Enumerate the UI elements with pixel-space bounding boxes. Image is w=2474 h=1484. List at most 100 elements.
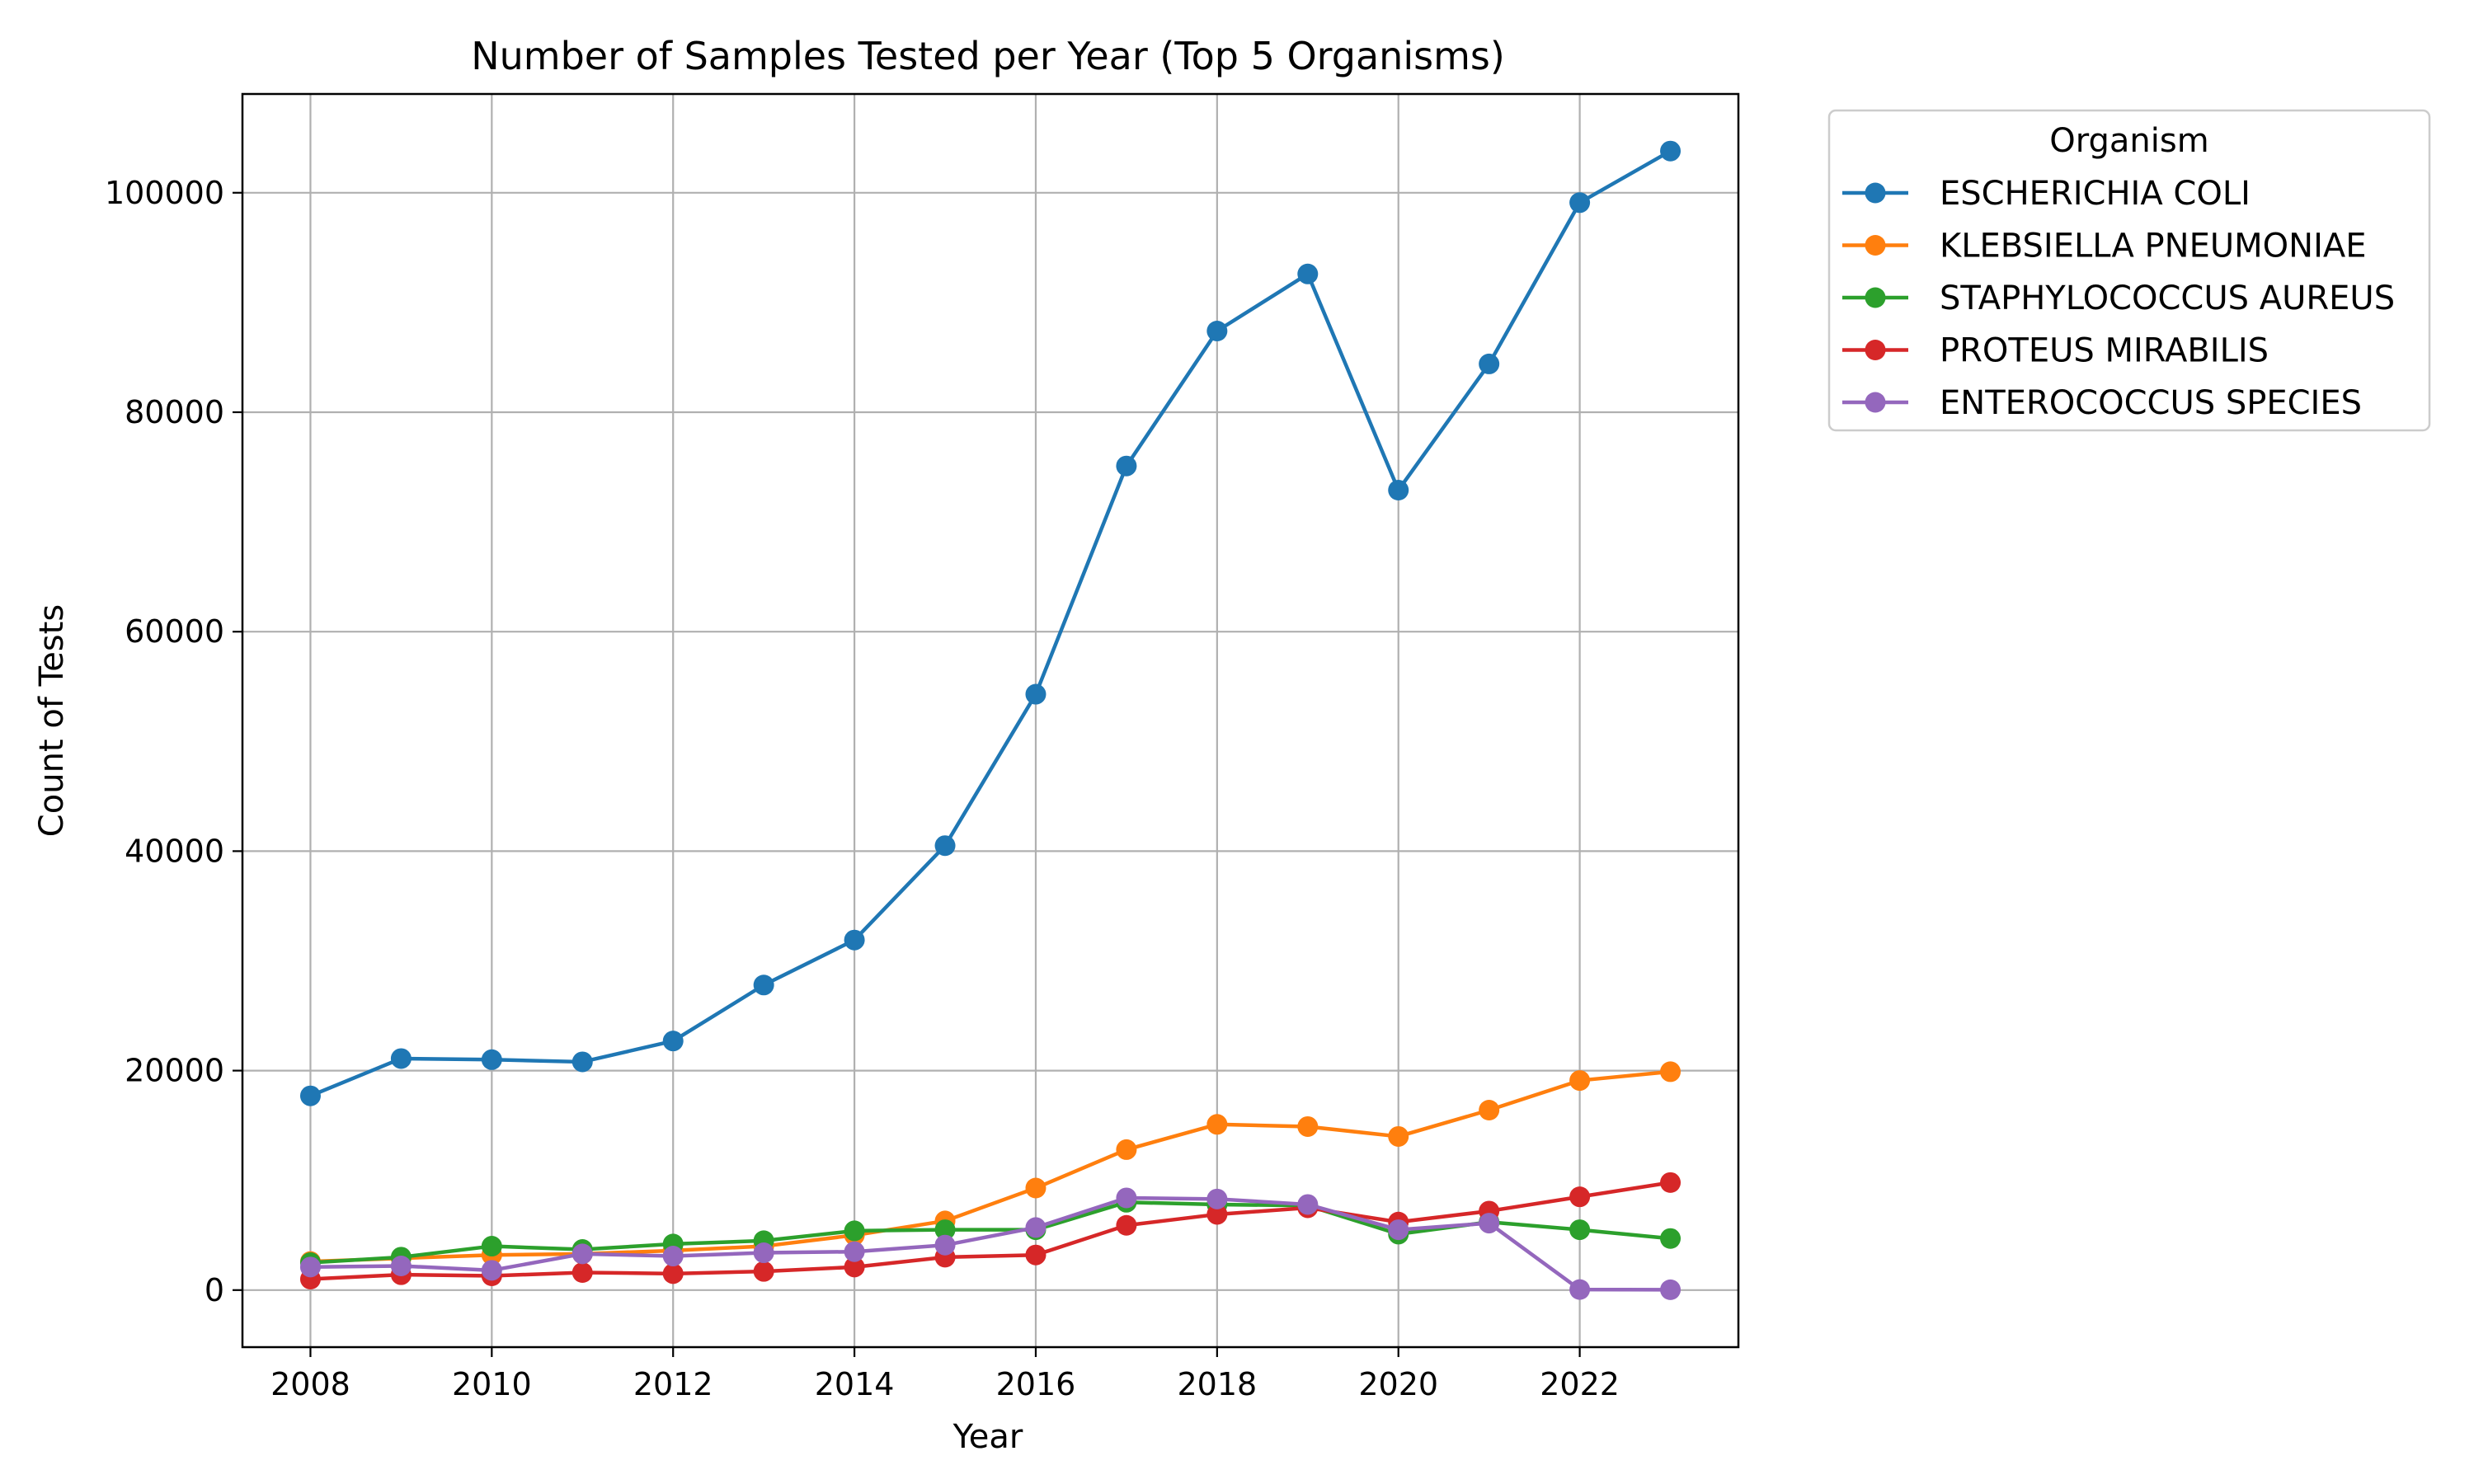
data-point[interactable] [934,1219,956,1241]
data-point[interactable] [1388,1125,1409,1147]
data-point[interactable] [1479,353,1500,374]
data-point[interactable] [481,1260,502,1281]
series-layer [299,140,1681,1300]
data-point[interactable] [1297,263,1319,284]
y-axis-title: Count of Tests [33,604,71,837]
data-point[interactable] [662,1246,684,1267]
x-tick-label: 2014 [815,1366,895,1402]
data-point[interactable] [1660,1061,1681,1082]
data-point[interactable] [753,1261,774,1282]
y-tick-label: 0 [205,1272,224,1308]
legend-title: Organism [2049,122,2208,160]
data-point[interactable] [1116,1214,1137,1236]
legend[interactable]: Organism ESCHERICHIA COLI KLEBSIELLA PNEU… [1827,109,2431,432]
data-point[interactable] [844,929,865,951]
data-point[interactable] [299,1085,321,1106]
x-tick-label: 2010 [452,1366,532,1402]
data-point[interactable] [934,1234,956,1256]
data-point[interactable] [390,1256,412,1277]
series-klebsiella-pneumoniae [299,1061,1681,1272]
series-line [309,149,1672,1098]
x-axis-ticks: 2008 2010 2012 2014 2016 2018 2020 2022 [270,1347,1620,1402]
series-line [310,1181,1671,1281]
data-point[interactable] [1116,1139,1137,1160]
data-point[interactable] [1569,1070,1591,1092]
x-tick-label: 2008 [270,1366,350,1402]
data-point[interactable] [1660,1228,1681,1249]
data-point[interactable] [1025,1217,1047,1238]
data-point[interactable] [1660,1172,1681,1193]
legend-marker [1865,235,1886,256]
x-tick-label: 2022 [1540,1366,1620,1402]
data-point[interactable] [662,1031,684,1052]
data-point[interactable] [1569,1219,1591,1241]
data-point[interactable] [571,1243,593,1265]
legend-entry[interactable]: ENTEROCOCCUS SPECIES [1842,384,2362,422]
data-point[interactable] [1660,140,1681,162]
x-tick-label: 2016 [996,1366,1076,1402]
data-point[interactable] [1206,320,1228,341]
data-point[interactable] [844,1256,865,1278]
legend-entry[interactable]: PROTEUS MIRABILIS [1842,332,2269,370]
data-point[interactable] [1479,1213,1500,1234]
data-point[interactable] [481,1236,502,1257]
data-point[interactable] [1297,1115,1319,1137]
data-point[interactable] [1388,479,1409,500]
data-point[interactable] [1206,1188,1228,1209]
data-point[interactable] [844,1241,865,1262]
legend-entries: ESCHERICHIA COLI KLEBSIELLA PNEUMONIAE STA… [1842,175,2395,422]
data-point[interactable] [390,1048,412,1069]
x-tick-label: 2012 [633,1366,713,1402]
data-point[interactable] [1660,1279,1681,1300]
plot-frame [241,92,1740,1349]
legend-entry[interactable]: KLEBSIELLA PNEUMONIAE [1842,228,2367,265]
data-point[interactable] [1116,455,1137,477]
data-point[interactable] [481,1049,502,1070]
y-tick-label: 100000 [105,175,224,211]
y-axis-ticks: 0 20000 40000 60000 80000 100000 [105,175,242,1308]
x-tick-label: 2020 [1358,1366,1438,1402]
legend-label: PROTEUS MIRABILIS [1940,332,2269,370]
data-point[interactable] [1569,1279,1591,1300]
data-point[interactable] [571,1261,593,1283]
data-point[interactable] [753,974,774,996]
data-point[interactable] [571,1051,593,1073]
data-point[interactable] [844,1220,865,1242]
data-point[interactable] [1569,1186,1591,1208]
series-enterococcus-species [299,1187,1681,1300]
y-tick-label: 20000 [125,1053,224,1089]
y-tick-label: 40000 [125,833,224,869]
legend-frame [1827,109,2431,432]
grid [242,94,1738,1347]
data-point[interactable] [1206,1204,1228,1225]
data-point[interactable] [1116,1187,1137,1209]
series-line [310,1195,1671,1292]
data-point[interactable] [1297,1194,1319,1215]
data-point[interactable] [299,1256,321,1278]
legend-label: ENTEROCOCCUS SPECIES [1940,384,2362,422]
data-point[interactable] [1388,1219,1409,1241]
x-axis-title: Year [952,1418,1023,1456]
legend-marker [1865,392,1886,413]
legend-label: ESCHERICHIA COLI [1940,175,2251,213]
legend-entry[interactable]: ESCHERICHIA COLI [1842,175,2251,213]
series-line [310,1069,1671,1264]
data-point[interactable] [934,835,956,857]
data-point[interactable] [1206,1114,1228,1135]
legend-marker [1865,340,1886,360]
legend-marker [1865,287,1886,308]
data-point[interactable] [753,1242,774,1264]
x-tick-label: 2018 [1177,1366,1257,1402]
data-point[interactable] [1025,1177,1047,1199]
legend-marker [1865,182,1886,204]
legend-entry[interactable]: STAPHYLOCOCCUS AUREUS [1842,279,2395,317]
data-point[interactable] [1025,1244,1047,1266]
series-escherichia-coli [299,140,1681,1106]
data-point[interactable] [662,1263,684,1284]
data-point[interactable] [1025,683,1047,705]
data-point[interactable] [1569,192,1591,214]
y-tick-label: 80000 [125,394,224,430]
data-point[interactable] [1479,1100,1500,1121]
